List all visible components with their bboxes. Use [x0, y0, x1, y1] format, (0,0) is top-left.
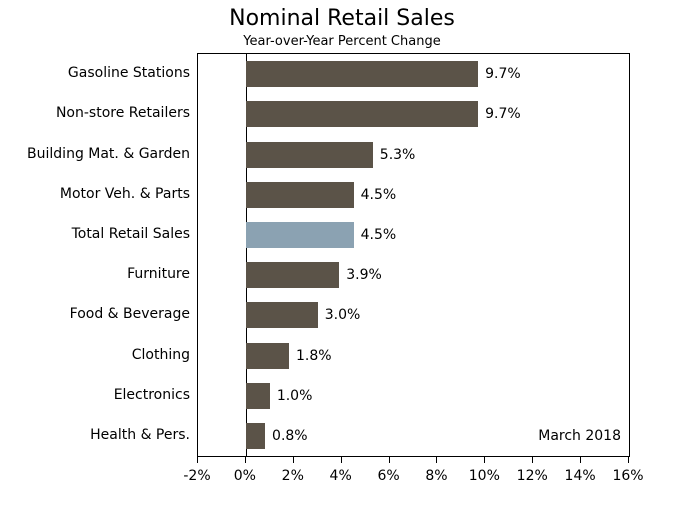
x-tick-label: 12%	[516, 468, 548, 484]
x-tick-label: -2%	[183, 468, 211, 484]
chart-title: Nominal Retail Sales	[229, 6, 455, 31]
category-label: Furniture	[127, 266, 190, 283]
x-tick-mark	[628, 457, 629, 463]
category-label: Non-store Retailers	[55, 105, 190, 122]
bar-electronics	[245, 382, 270, 409]
x-tick-mark	[532, 457, 534, 463]
value-label: 5.3%	[379, 146, 416, 163]
value-label: 4.5%	[360, 186, 397, 203]
value-label: 4.5%	[360, 226, 397, 243]
value-label: 9.7%	[485, 66, 521, 83]
value-label: 1.0%	[276, 387, 313, 404]
value-label: 3.0%	[324, 307, 361, 324]
x-tick-mark	[484, 457, 486, 463]
x-tick-label: 10%	[468, 468, 500, 484]
value-label: 9.7%	[485, 106, 521, 123]
bar-furniture	[245, 262, 340, 289]
category-label: Building Mat. & Garden	[27, 145, 190, 162]
category-label: Gasoline Stations	[67, 65, 190, 82]
x-tick-label: 8%	[425, 468, 448, 484]
category-label: Clothing	[131, 346, 190, 363]
value-label: 0.8%	[272, 427, 308, 444]
category-label: Motor Veh. & Parts	[59, 185, 190, 202]
x-tick-label: 14%	[564, 468, 596, 484]
category-label: Electronics	[113, 386, 190, 403]
x-tick-mark	[388, 457, 390, 463]
plot-area: 9.7% 9.7% 5.3% 4.5% 4.5% 3.9% 3.0% 1.8% 1.0% 0.8%…	[197, 53, 630, 457]
x-tick-label: 2%	[281, 468, 304, 484]
category-label: Total Retail Sales	[71, 225, 190, 242]
x-tick-label: 0%	[233, 468, 256, 484]
x-tick-label: 4%	[329, 468, 352, 484]
x-tick-mark	[340, 457, 342, 463]
x-tick-label: 16%	[612, 468, 644, 484]
value-label: 1.8%	[295, 347, 332, 364]
zero-baseline	[245, 54, 247, 456]
x-tick-mark	[292, 457, 294, 463]
x-tick-mark	[580, 457, 582, 463]
value-label: 3.9%	[346, 267, 382, 284]
category-label: Health & Pers.	[90, 426, 190, 443]
x-tick-label: 6%	[377, 468, 400, 484]
bar-building-mat-garden	[245, 141, 373, 168]
bar-food-beverage	[245, 302, 318, 329]
bar-motor-veh-parts	[245, 181, 354, 208]
bar-health-pers	[245, 422, 266, 449]
x-tick-mark	[436, 457, 438, 463]
category-label: Food & Beverage	[69, 306, 190, 323]
bar-non-store-retailers	[245, 101, 479, 128]
bar-gasoline-stations	[245, 61, 479, 88]
x-tick-mark	[197, 457, 198, 463]
date-annotation: March 2018	[538, 427, 621, 444]
bar-total-retail-sales	[245, 221, 354, 248]
chart-subtitle: Year-over-Year Percent Change	[243, 34, 441, 49]
x-tick-mark	[244, 457, 246, 463]
bar-clothing	[245, 342, 289, 369]
